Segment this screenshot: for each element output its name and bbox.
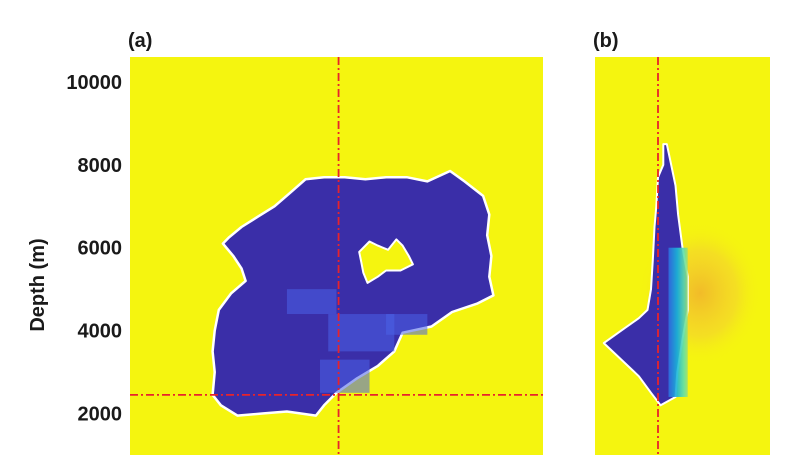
panel-a-y-ticks: 2000 4000 6000 8000 10000 [66,72,122,426]
panel-b-gradient-strip [668,247,688,397]
y-tick-label: 10000 [66,72,122,94]
y-tick-label: 2000 [78,404,123,426]
highlight-patch [319,359,370,393]
panel-b: (b) [593,30,770,455]
panel-a-hole [358,238,414,284]
panel-b-label: (b) [593,30,619,52]
y-tick-label: 8000 [78,155,123,177]
panel-a-label: (a) [128,30,152,52]
y-tick-label: 6000 [78,238,123,260]
y-tick-label: 4000 [78,321,123,343]
highlight-patch [286,289,337,315]
panel-b-body [602,143,689,407]
y-axis-label: Depth (m) [27,238,49,331]
highlight-patch [386,314,428,335]
panel-a-body [211,169,495,417]
panel-a: 2000 4000 6000 8000 10000 (a) Depth (m) [27,30,543,455]
